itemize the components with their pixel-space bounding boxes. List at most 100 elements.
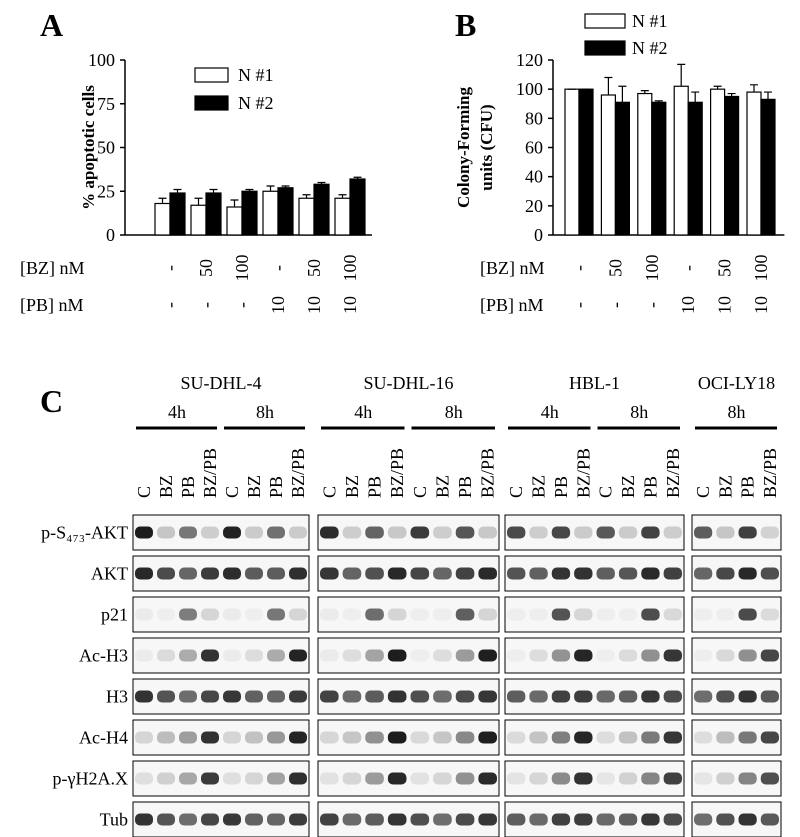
blot-band <box>387 608 407 621</box>
blot-band <box>342 690 362 703</box>
blot-band <box>289 649 307 662</box>
bar <box>746 91 762 236</box>
legend-label: N #1 <box>632 11 668 31</box>
blot-band <box>267 608 285 621</box>
error-bar <box>266 185 275 192</box>
blot-band <box>157 567 175 580</box>
y-axis-label: Colony-Forming <box>454 87 473 208</box>
x-tick-label: 10 <box>751 296 771 314</box>
x-tick-label: - <box>160 302 180 308</box>
error-bar <box>604 76 613 95</box>
panel-label: A <box>40 7 63 43</box>
x-tick-label: - <box>642 302 662 308</box>
blot-band <box>410 567 430 580</box>
blot-band <box>738 690 757 703</box>
blot-band <box>201 731 219 744</box>
lane-label: C <box>410 486 430 498</box>
blot-band <box>365 772 384 785</box>
blot-band <box>320 526 339 539</box>
blot-frame <box>132 760 310 797</box>
lane-label: PB <box>738 476 758 498</box>
blot-band <box>716 772 735 785</box>
y-tick-label: 75 <box>97 94 115 114</box>
blot-band <box>455 567 475 580</box>
blot-band <box>157 731 175 744</box>
blot-band <box>507 772 526 785</box>
blot-band <box>507 731 526 744</box>
blot-band <box>551 813 571 826</box>
blot-frame <box>691 596 782 633</box>
blot-band <box>529 731 548 744</box>
blot-band <box>551 526 571 539</box>
x-tick-label: 50 <box>715 259 735 277</box>
blot-band <box>596 526 615 539</box>
error-bar <box>230 199 239 207</box>
blot-band <box>551 731 571 744</box>
blot-band <box>574 731 593 744</box>
blot-band <box>529 813 548 826</box>
blot-band <box>760 567 779 580</box>
lane-label: PB <box>365 476 385 498</box>
blot-band <box>410 690 430 703</box>
blot-band <box>433 731 452 744</box>
blot-band <box>223 649 241 662</box>
blot-band <box>455 813 475 826</box>
lane-label: PB <box>178 476 198 498</box>
blot-band <box>694 772 713 785</box>
blot-band <box>596 608 615 621</box>
blot-band <box>342 813 362 826</box>
blot-band <box>694 649 713 662</box>
blot-band <box>641 649 660 662</box>
blot-frame <box>691 760 782 797</box>
blot-band <box>529 772 548 785</box>
blot-band <box>694 567 713 580</box>
blot-band <box>179 731 197 744</box>
x-tick-label: 10 <box>304 296 324 314</box>
blot-band <box>738 813 757 826</box>
blot-band <box>433 772 452 785</box>
blot-band <box>716 526 735 539</box>
blot-band <box>738 772 757 785</box>
blot-band <box>507 690 526 703</box>
legend-swatch <box>194 67 229 83</box>
blot-band <box>507 813 526 826</box>
lane-label: C <box>506 486 526 498</box>
blot-band <box>245 813 263 826</box>
blot-band <box>342 608 362 621</box>
bar <box>262 190 279 236</box>
error-bar <box>158 197 167 204</box>
blot-band <box>596 772 615 785</box>
blot-band <box>179 813 197 826</box>
blot-band <box>760 772 779 785</box>
blot-band <box>694 526 713 539</box>
error-bar <box>173 188 182 193</box>
x-tick-label: 100 <box>232 255 252 282</box>
blot-frame <box>504 637 685 674</box>
blot-band <box>157 813 175 826</box>
lane-label: C <box>134 486 154 498</box>
blot-band <box>245 690 263 703</box>
error-bar <box>338 194 347 199</box>
lane-label: BZ/PB <box>200 448 220 498</box>
y-axis-label: units (CFU) <box>477 104 496 190</box>
bar <box>226 206 243 236</box>
bar <box>578 88 594 236</box>
x-tick-label: 100 <box>642 255 662 282</box>
blot-band <box>478 813 497 826</box>
bar <box>205 192 222 236</box>
x-row-label: [PB] nM <box>480 295 544 315</box>
blot-band <box>433 526 452 539</box>
blot-band <box>157 649 175 662</box>
blot-band <box>201 813 219 826</box>
bar <box>673 85 689 236</box>
blot-band <box>663 772 682 785</box>
blot-band <box>342 526 362 539</box>
blot-band <box>574 772 593 785</box>
bar <box>190 204 207 236</box>
x-tick-label: 10 <box>678 296 698 314</box>
x-tick-label: - <box>569 265 589 271</box>
blot-band <box>738 608 757 621</box>
blot-band <box>157 690 175 703</box>
lane-label: BZ <box>156 475 176 498</box>
blot-band <box>478 772 497 785</box>
